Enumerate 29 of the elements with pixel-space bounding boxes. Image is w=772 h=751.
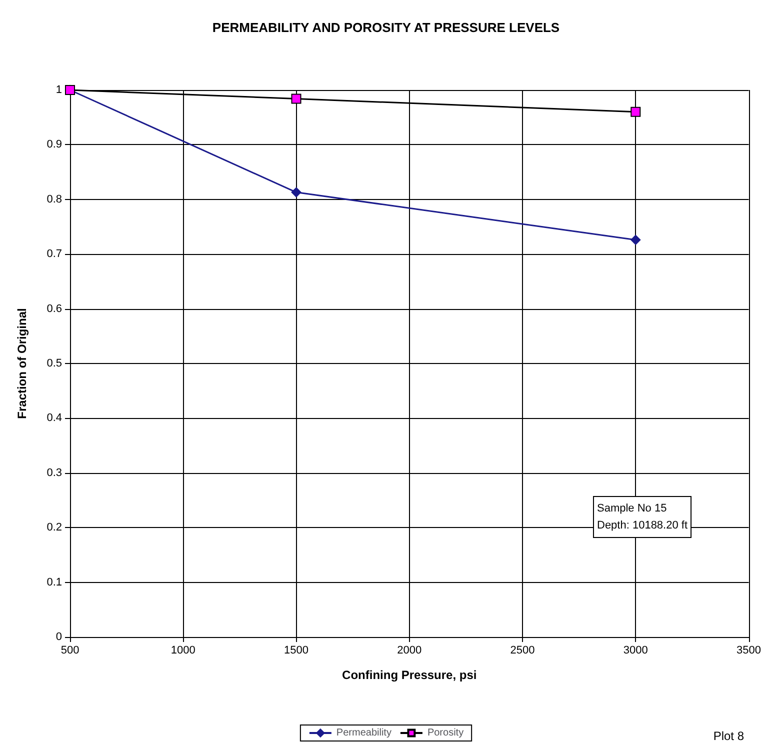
y-tick-label: 0.8 — [46, 193, 62, 206]
chart-title: PERMEABILITY AND POROSITY AT PRESSURE LEVELS — [212, 20, 560, 35]
y-tick-label: 0.3 — [46, 466, 62, 479]
y-tick-label: 0.2 — [46, 522, 62, 534]
x-axis-title: Confining Pressure, psi — [342, 668, 477, 682]
y-tick-label: 0.1 — [46, 576, 62, 588]
point — [291, 94, 302, 104]
x-tick-label: 2000 — [397, 644, 422, 656]
text: Plot 8 — [713, 729, 744, 743]
x-tick-label: 2500 — [510, 644, 535, 656]
point — [291, 187, 302, 198]
y-tick-label: 1 — [56, 84, 62, 96]
x-tick-label: 500 — [60, 644, 80, 656]
legend-label: Porosity — [427, 728, 464, 738]
x-tick-label: 1500 — [284, 644, 308, 656]
point — [630, 234, 641, 245]
y-axis-title: Fraction of Original — [15, 308, 29, 419]
annotation: Sample No 15 Depth: 10188.20 ft — [597, 502, 688, 532]
x-tick-label: 1000 — [170, 644, 196, 656]
y-tick-label: 0.5 — [46, 358, 62, 370]
y-tick-label: 0.4 — [46, 412, 62, 424]
y-tick-label: 0.9 — [46, 138, 62, 151]
point — [630, 106, 641, 117]
legend-label: Permeability — [336, 728, 392, 738]
x-tick-label: 3500 — [736, 644, 762, 656]
y-tick-label: 0.7 — [46, 248, 62, 260]
x-tick-label: 3000 — [623, 644, 648, 656]
y-tick-label: 0.6 — [46, 302, 62, 315]
y-tick-label: 0 — [56, 631, 62, 643]
